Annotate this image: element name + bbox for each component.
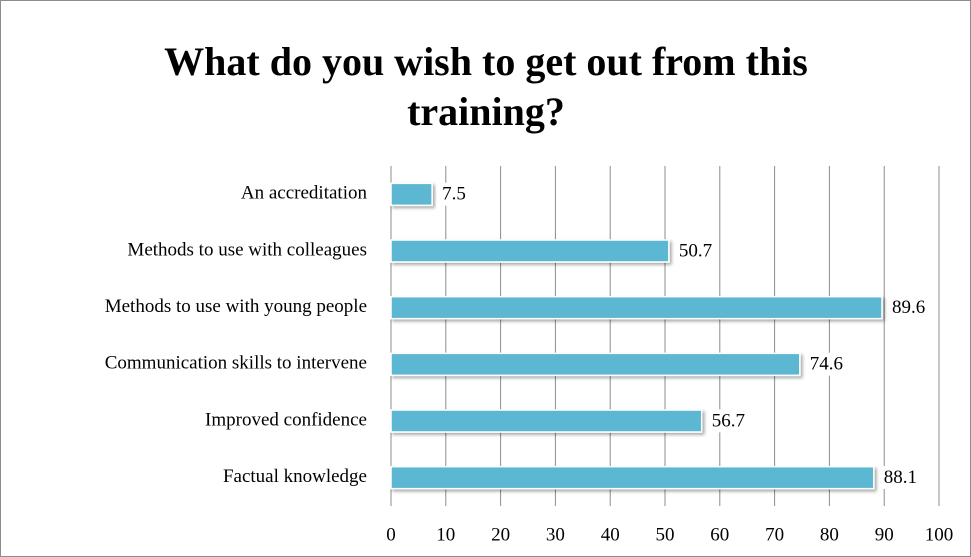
bar	[390, 409, 703, 433]
x-tick-label: 30	[546, 524, 565, 545]
x-tick-label: 50	[656, 524, 675, 545]
data-label: 56.7	[712, 410, 745, 431]
data-label-background	[675, 239, 716, 263]
data-label: 88.1	[884, 467, 917, 488]
bar	[390, 182, 433, 207]
chart-title: What do you wish to get out from this tr…	[164, 39, 808, 134]
data-label-background	[708, 409, 748, 433]
x-tick-label: 0	[386, 524, 396, 545]
data-label-background	[439, 182, 469, 206]
y-tick-label: Methods to use with colleagues	[127, 239, 367, 260]
y-tick-label: Communication skills to intervene	[105, 353, 367, 374]
x-tick-label: 70	[765, 524, 784, 545]
bar	[390, 239, 670, 263]
y-tick-label: Methods to use with young people	[105, 296, 367, 317]
x-tick-label: 100	[925, 524, 954, 545]
bar	[390, 352, 801, 377]
y-tick-label: Improved confidence	[205, 409, 367, 430]
x-tick-label: 80	[820, 524, 839, 545]
bar	[390, 465, 875, 490]
data-label-background	[880, 466, 921, 490]
bar	[390, 295, 883, 320]
x-tick-label: 20	[491, 524, 510, 545]
data-label-background	[806, 352, 847, 376]
data-label: 74.6	[810, 354, 843, 375]
data-label: 7.5	[442, 184, 466, 205]
x-tick-label: 90	[875, 524, 894, 545]
data-label: 50.7	[679, 240, 712, 261]
x-tick-label: 10	[436, 524, 455, 545]
data-label-background	[889, 296, 929, 320]
y-tick-label: An accreditation	[241, 183, 368, 204]
x-tick-label: 60	[710, 524, 729, 545]
data-label: 89.6	[892, 297, 925, 318]
y-tick-label: Factual knowledge	[223, 466, 367, 487]
x-tick-label: 40	[601, 524, 620, 545]
